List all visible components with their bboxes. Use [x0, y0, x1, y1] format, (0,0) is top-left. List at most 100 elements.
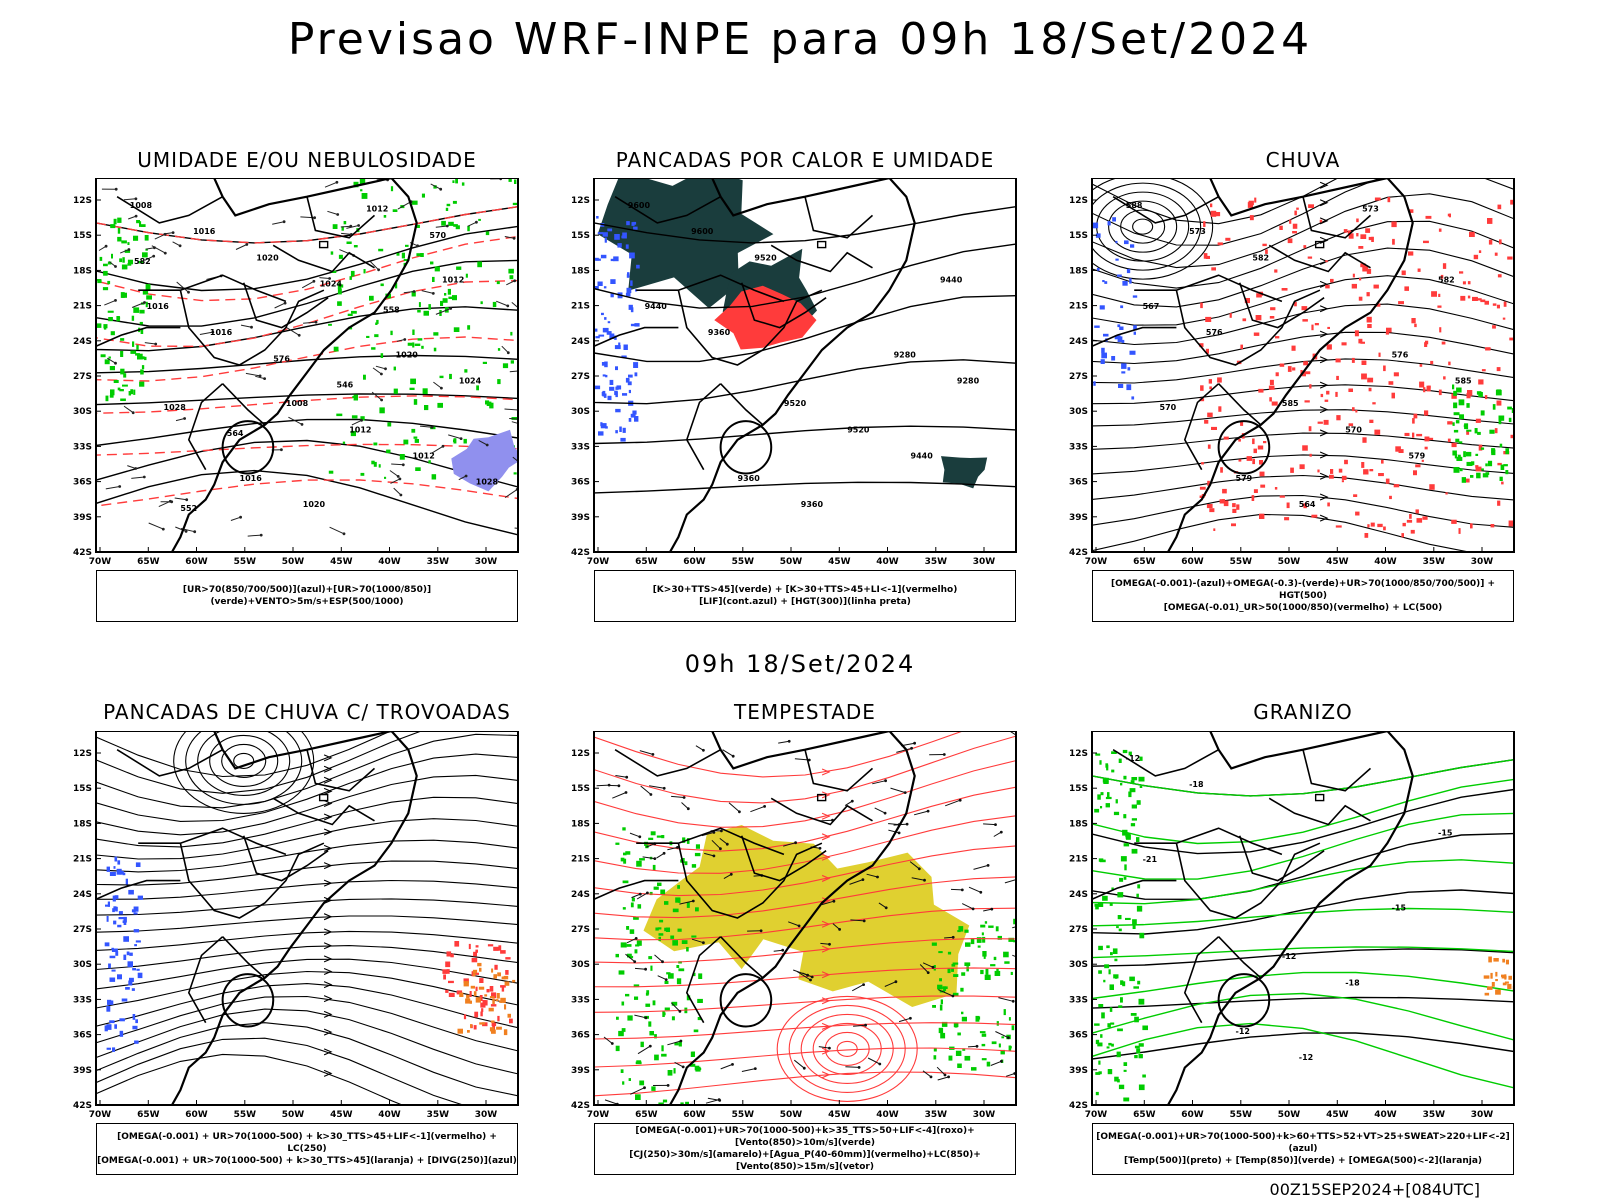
temp850-line [1134, 1055, 1138, 1059]
rain-area [1209, 386, 1212, 390]
wind-vector-head [719, 847, 722, 851]
divergence-area [125, 987, 130, 990]
uruguay-border [719, 420, 773, 475]
lon-tick-label: 65W [635, 1110, 658, 1120]
lat-tick-label: 15S [571, 231, 590, 241]
wind-vector-head [143, 301, 146, 304]
contour-label: 1024 [320, 280, 343, 289]
wind-vector [646, 843, 655, 848]
wind-vector [351, 419, 362, 426]
temp850-line [1129, 788, 1136, 793]
lif-area [619, 426, 622, 432]
humidity-850-area [414, 343, 421, 346]
wind-vector-head [850, 799, 854, 803]
contour-label: -12 [1126, 754, 1140, 763]
rain-area [1373, 284, 1379, 289]
wind-vector-head [1011, 999, 1015, 1003]
lon-tick-label: 50W [1278, 557, 1301, 567]
lif-area [607, 395, 612, 401]
lon-tick-label: 35W [1423, 1110, 1446, 1120]
humidity-850-area [346, 241, 352, 244]
streamline [96, 1037, 465, 1105]
humidity-850-area [351, 310, 357, 314]
wind-vector-head [649, 793, 653, 796]
temp850-line [1131, 818, 1137, 821]
wind-vector [890, 787, 906, 794]
storm-area [490, 1004, 497, 1007]
temp850-line [1137, 884, 1141, 889]
wind-vector-head [943, 1073, 947, 1077]
wind-vector-head [648, 1044, 652, 1048]
rain-area [1412, 432, 1415, 438]
divergence-area [114, 895, 119, 900]
lon-tick-label: 40W [1374, 1110, 1397, 1120]
humidity-850-area [418, 302, 421, 308]
strong-wind-area [662, 1011, 665, 1017]
rain-area [1211, 426, 1217, 430]
shower-area [470, 1024, 473, 1028]
wind-vector [391, 463, 404, 466]
wind-vector [629, 832, 640, 838]
strong-wind-area [994, 970, 1001, 976]
anticyclone-contour [173, 731, 315, 814]
rain-area [1469, 231, 1475, 237]
contour-label: 564 [1299, 500, 1316, 509]
panel-legend: [UR>70(850/700/500)](azul)+[UR>70(1000/8… [96, 570, 518, 622]
lif-area [625, 244, 629, 249]
panel-legend: [OMEGA(-0.001) + UR>70(1000-500) + k>30_… [96, 1123, 518, 1175]
temp850-line [1117, 1079, 1120, 1083]
lif-area [622, 393, 628, 396]
rain-area [1209, 508, 1215, 513]
rain-area [1497, 204, 1502, 210]
panel-title: GRANIZO [1253, 700, 1353, 724]
temp850-line [1120, 997, 1123, 1003]
strong-wind-area [664, 927, 670, 932]
contour-label: 576 [1206, 328, 1223, 337]
divergence-area [135, 862, 141, 867]
wind-vector [131, 302, 145, 308]
rain-area [1494, 252, 1498, 256]
strong-wind-area [684, 861, 688, 866]
rain-area [1385, 478, 1390, 484]
rain-area [1207, 444, 1211, 449]
wind-vector [990, 1060, 1002, 1066]
wind-vector-head [681, 1065, 685, 1069]
wind-vector-head [909, 1016, 912, 1020]
rain-area [1447, 438, 1451, 443]
humidity-850-area [467, 325, 471, 330]
wind-vector-head [377, 268, 380, 272]
temp850-line [1100, 1034, 1103, 1038]
humidity-850-area [109, 395, 114, 398]
strong-wind-area [1010, 971, 1013, 975]
lif-area [601, 312, 604, 316]
humidity-850-area [132, 341, 135, 347]
omega-area [1117, 324, 1121, 328]
rain-area [1484, 395, 1488, 400]
wind-vector-head [114, 187, 118, 191]
strong-wind-area [633, 984, 640, 988]
lat-tick-label: 21S [1069, 302, 1088, 312]
lif-area [602, 232, 608, 237]
wind-vector-head [931, 965, 935, 969]
wind-vector-head [357, 224, 360, 227]
wind-vector [783, 842, 796, 847]
stream-arrow [323, 787, 333, 795]
lc850-streamline [594, 760, 1016, 828]
wind-vector [845, 1066, 860, 1068]
lif-area [625, 292, 631, 297]
state-border [306, 749, 376, 792]
humidity-850-area [478, 218, 481, 221]
wind-vector [390, 478, 401, 484]
rain-area [1425, 215, 1432, 219]
temp850-line [1128, 751, 1132, 756]
omega500-area [1505, 959, 1509, 965]
temp850-line [1107, 792, 1110, 798]
rain-area [1442, 263, 1447, 269]
rain-area [1368, 387, 1372, 392]
humidity-850-area [337, 283, 342, 290]
state-border [1175, 289, 1321, 366]
lon-tick-label: 70W [587, 1110, 610, 1120]
strong-wind-area [623, 858, 627, 864]
humidity-850-area [446, 203, 451, 207]
wind-vector-head [134, 467, 138, 470]
